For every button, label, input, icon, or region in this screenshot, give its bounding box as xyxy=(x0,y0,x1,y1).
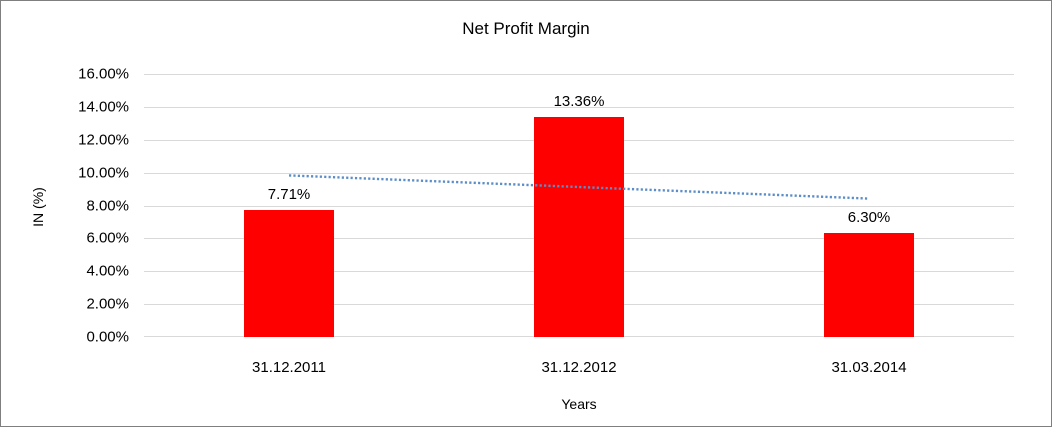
data-label: 6.30% xyxy=(847,209,891,227)
bar-31.12.2011 xyxy=(244,210,334,337)
y-axis-tick-label: 16.00% xyxy=(78,65,129,83)
bar-31.03.2014 xyxy=(824,233,914,337)
gridline xyxy=(144,107,1014,108)
y-axis-tick-label: 2.00% xyxy=(86,295,129,313)
plot-area: 7.71% 13.36% 6.30% xyxy=(144,74,1014,337)
data-label: 13.36% xyxy=(553,93,605,111)
x-axis-title: Years xyxy=(561,396,597,412)
bar-31.12.2012 xyxy=(534,117,624,337)
chart-title: Net Profit Margin xyxy=(462,19,590,38)
y-axis-tick-label: 4.00% xyxy=(86,262,129,280)
trendline xyxy=(288,174,870,200)
y-axis-tick-label: 12.00% xyxy=(78,131,129,149)
y-axis-tick-label: 6.00% xyxy=(86,229,129,247)
y-axis-tick-label: 0.00% xyxy=(86,328,129,346)
x-axis-category-label: 31.12.2012 xyxy=(541,359,617,376)
gridline xyxy=(144,74,1014,75)
y-axis-tick-label: 8.00% xyxy=(86,197,129,214)
y-axis-tick-label: 14.00% xyxy=(78,98,129,116)
y-axis-tick-label: 10.00% xyxy=(78,164,129,182)
x-axis-category-label: 31.12.2011 xyxy=(252,359,326,376)
x-axis-category-label: 31.03.2014 xyxy=(831,359,907,376)
data-label: 7.71% xyxy=(267,186,311,204)
